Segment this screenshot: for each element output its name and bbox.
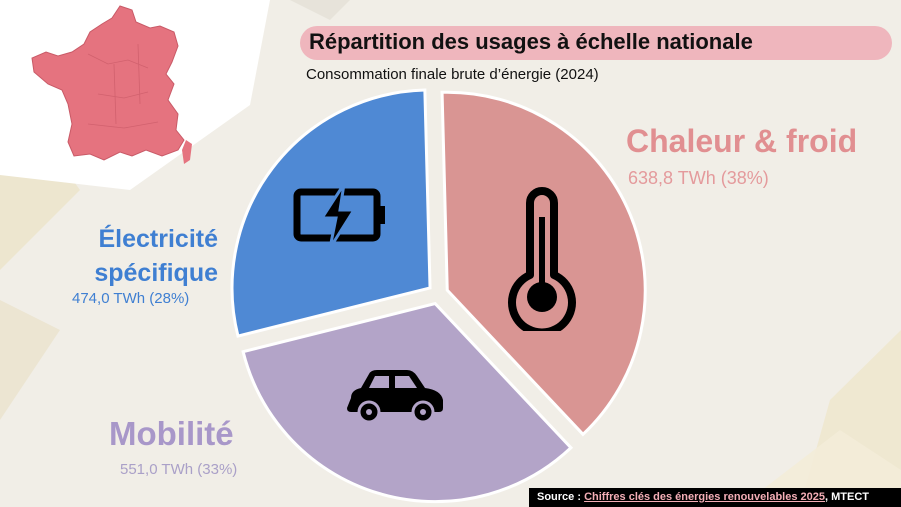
source-suffix: , MTECT xyxy=(824,491,869,503)
car-icon xyxy=(347,370,443,422)
value-mobilite: 551,0 TWh (33%) xyxy=(120,461,238,478)
label-electricite-line1: Électricité xyxy=(98,225,218,253)
label-chaleur-froid: Chaleur & froid xyxy=(626,123,858,159)
thermometer-icon xyxy=(508,187,576,331)
title-highlight xyxy=(300,26,892,60)
source-link[interactable]: Chiffres clés des énergies renouvelables… xyxy=(584,491,825,503)
value-chaleur-froid: 638,8 TWh (38%) xyxy=(628,168,769,188)
value-electricite-specifique: 474,0 TWh (28%) xyxy=(72,290,190,307)
label-electricite-line2: spécifique xyxy=(94,259,218,287)
france-map-icon xyxy=(31,5,192,164)
battery-charging-icon xyxy=(293,184,385,248)
label-electricite-specifique: Électricité spécifique xyxy=(40,222,218,290)
page-subtitle: Consommation finale brute d’énergie (202… xyxy=(306,66,599,83)
label-mobilite: Mobilité xyxy=(109,415,234,452)
page-title: Répartition des usages à échelle nationa… xyxy=(309,29,753,54)
source-footer: Source : Chiffres clés des énergies reno… xyxy=(529,488,901,507)
source-prefix: Source : xyxy=(537,491,585,503)
